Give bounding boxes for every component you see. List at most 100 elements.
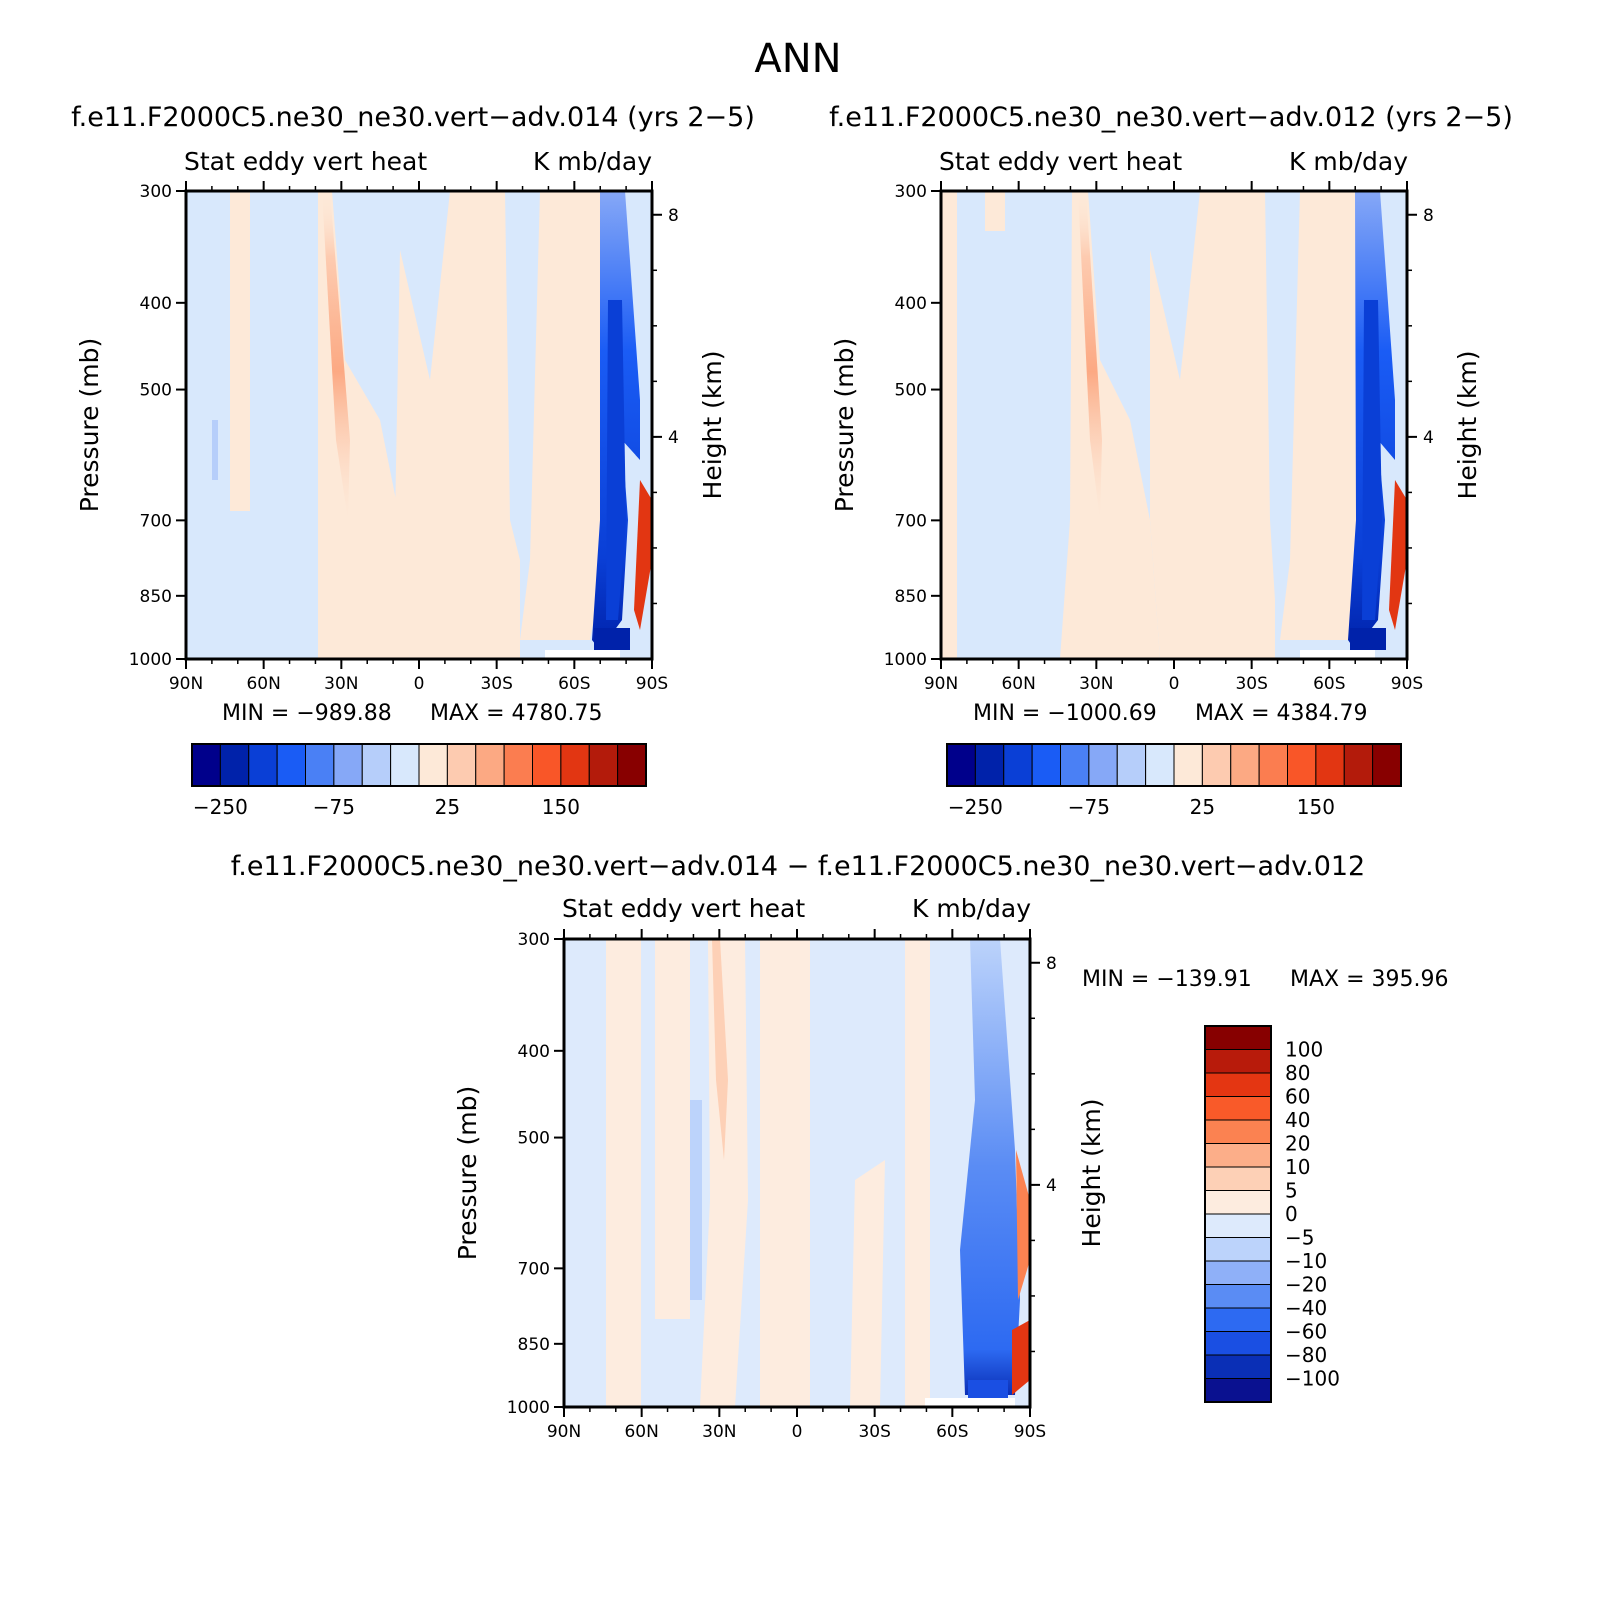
colorbar-frame [1204, 1025, 1272, 1403]
colorbar-swatch [1204, 1331, 1272, 1356]
panel-1-warm-streak [322, 191, 350, 520]
panel-1-max-label: MAX = 4780.75 [430, 701, 603, 726]
colorbar-swatch [1204, 1354, 1272, 1379]
colorbar-label: 100 [1285, 1038, 1323, 1062]
y-tick-label: 300 [140, 182, 172, 202]
colorbar-swatch [219, 743, 250, 787]
colorbar-label: 150 [1297, 795, 1335, 819]
x-tick-label: 90N [547, 1422, 581, 1442]
panel-1-min-label: MIN = −989.88 [222, 701, 392, 726]
panel-1-red-streak [634, 480, 652, 630]
x-tick-label: 60N [1001, 674, 1035, 694]
colorbar-swatch [1204, 1025, 1272, 1050]
panel-3-blue-core [960, 939, 1020, 1395]
x-tick-label: 90S [636, 674, 668, 694]
y-tick-label: 1000 [884, 650, 927, 670]
colorbar-label: −80 [1285, 1343, 1327, 1367]
panel-1-warm-region-subtropics [318, 191, 410, 659]
colorbar-label: 10 [1285, 1155, 1310, 1179]
panel-3-cool-band-a [690, 1100, 702, 1300]
x-tick-label: 0 [414, 674, 425, 694]
colorbar-swatch [191, 743, 221, 787]
colorbar-swatch [276, 743, 306, 787]
colorbar-swatch [1060, 743, 1090, 787]
y-tick-label: 700 [140, 511, 172, 531]
panel-3-field [564, 939, 1030, 1407]
panel-1-y-axis-label: Pressure (mb) [75, 338, 104, 512]
panel-3-right-label: K mb/day [912, 894, 1031, 923]
panel-2-right-label: K mb/day [1289, 147, 1408, 176]
y-tick-label: 850 [140, 587, 172, 607]
colorbar-label: −40 [1285, 1296, 1327, 1320]
y2-tick-label: 4 [1423, 428, 1434, 448]
colorbar-swatch [1088, 743, 1118, 787]
colorbar-swatch [1204, 1072, 1272, 1097]
panel-2-deep-base [1350, 628, 1386, 650]
panel-2-max-label: MAX = 4384.79 [1195, 701, 1368, 726]
colorbar-swatch [1204, 1119, 1272, 1144]
x-tick-label: 90S [1391, 674, 1423, 694]
panel-1-field [186, 191, 652, 659]
x-tick-label: 30S [1235, 674, 1267, 694]
colorbar-swatch [475, 743, 505, 787]
colorbar-label: −20 [1285, 1273, 1327, 1297]
y-tick-label: 300 [895, 182, 927, 202]
y2-tick-label: 4 [1046, 1176, 1057, 1196]
panel-1-deep-base [594, 628, 630, 650]
panel-3-warm-region-c [700, 939, 748, 1407]
panel-1-warm-region-tropics [395, 191, 520, 659]
x-tick-label: 90N [924, 674, 958, 694]
colorbar-swatch [1204, 1284, 1272, 1309]
x-tick-label: 30S [858, 1422, 890, 1442]
colorbar-swatch [1287, 743, 1317, 787]
colorbar-swatch [305, 743, 335, 787]
colorbar-label: −10 [1285, 1249, 1327, 1273]
y-tick-label: 700 [895, 511, 927, 531]
colorbar-swatch [588, 743, 619, 787]
figure-title: ANN [754, 36, 841, 82]
colorbar-swatch [1173, 743, 1203, 787]
colorbar-swatch [1204, 1260, 1272, 1285]
colorbar-swatch [1204, 1049, 1272, 1074]
x-tick-label: 0 [792, 1422, 803, 1442]
colorbar-swatch [503, 743, 533, 787]
colorbar-swatch [333, 743, 363, 787]
y-tick-label: 500 [518, 1129, 550, 1149]
panel-3-min-label: MIN = −139.91 [1082, 967, 1252, 992]
panel-1-dark-core [606, 300, 626, 620]
panel-2-colorbar: −250 −75 25 150 [946, 743, 1402, 819]
panel-3-warm-band-b [655, 939, 690, 1319]
colorbar-swatch [1204, 1096, 1272, 1121]
colorbar-swatch [1204, 1166, 1272, 1191]
y2-tick-label: 8 [1423, 206, 1434, 226]
panel-2: f.e11.F2000C5.ne30_ne30.vert−adv.012 (yr… [829, 102, 1513, 819]
panel-2-warm-region-tropics [1150, 191, 1275, 659]
panel-2-left-label: Stat eddy vert heat [939, 147, 1182, 176]
y-tick-label: 850 [895, 587, 927, 607]
colorbar-label: −75 [1068, 795, 1110, 819]
x-tick-label: 60N [246, 674, 280, 694]
y-tick-label: 400 [895, 294, 927, 314]
panel-1-cool-band-a [212, 420, 218, 480]
colorbar-swatch [1343, 743, 1374, 787]
panel-1-left-label: Stat eddy vert heat [184, 147, 427, 176]
x-tick-label: 60S [1313, 674, 1345, 694]
panel-2-axes: 90N 60N 30N 0 30S 60S 90S 300 400 500 700 850 1000 8 4 [884, 181, 1434, 694]
colorbar-label: 25 [435, 795, 460, 819]
colorbar-swatch [974, 743, 1005, 787]
colorbar-swatch [946, 743, 976, 787]
panel-3-missing-ground [925, 1398, 1015, 1407]
y-tick-label: 300 [518, 930, 550, 950]
y-tick-label: 500 [140, 381, 172, 401]
x-tick-label: 30N [702, 1422, 736, 1442]
colorbar-swatch [361, 743, 392, 787]
colorbar-swatch [1204, 1307, 1272, 1332]
colorbar-label: 25 [1190, 795, 1215, 819]
y-tick-label: 400 [518, 1042, 550, 1062]
colorbar-swatch [617, 743, 647, 787]
panel-1: f.e11.F2000C5.ne30_ne30.vert−adv.014 (yr… [71, 102, 755, 819]
panel-3-warm-band-f [905, 939, 930, 1407]
panel-3: f.e11.F2000C5.ne30_ne30.vert−adv.014 − f… [231, 851, 1449, 1442]
panel-3-red-streak [1016, 1150, 1030, 1300]
